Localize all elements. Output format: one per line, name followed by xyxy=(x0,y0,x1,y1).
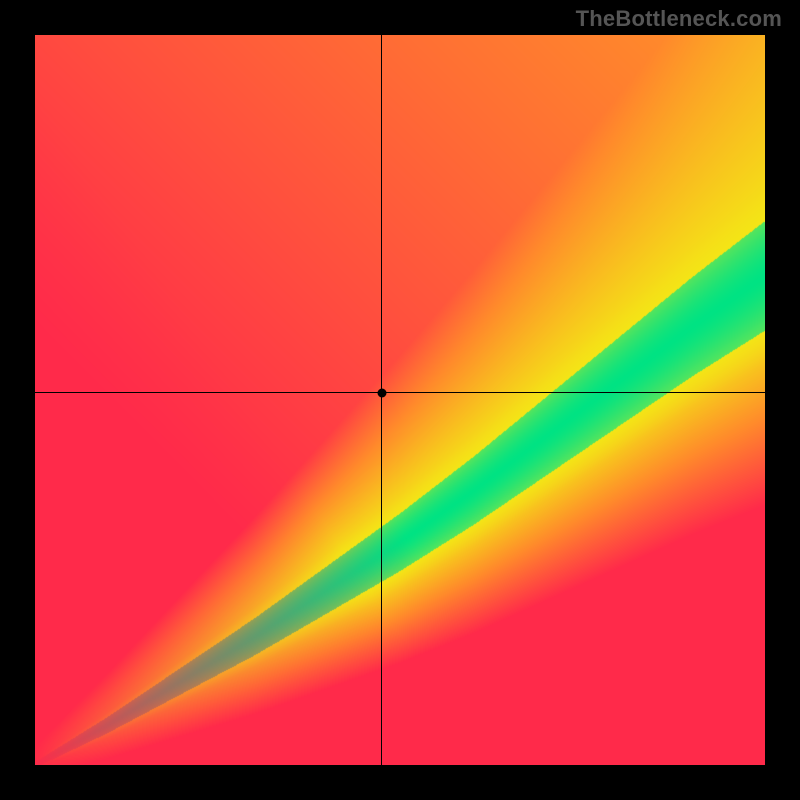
heatmap-plot xyxy=(35,35,765,765)
selection-marker xyxy=(377,388,386,397)
chart-container: TheBottleneck.com xyxy=(0,0,800,800)
watermark-text: TheBottleneck.com xyxy=(576,6,782,32)
crosshair-vertical xyxy=(381,35,382,765)
heatmap-canvas xyxy=(35,35,765,765)
crosshair-horizontal xyxy=(35,392,765,393)
